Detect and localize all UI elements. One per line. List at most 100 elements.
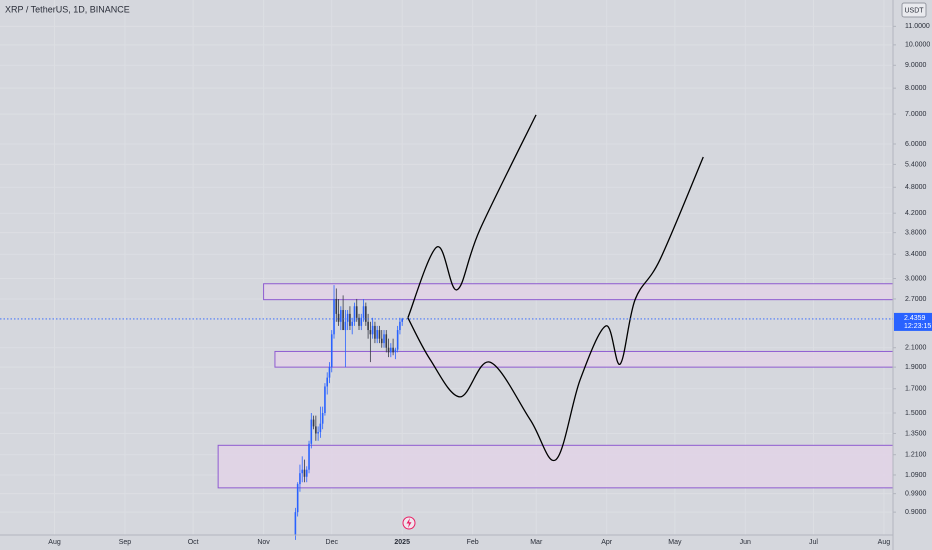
candle-body [346,313,349,322]
candle-body [371,325,374,335]
candle-body [355,306,358,318]
x-tick-label: Oct [188,539,199,546]
lightning-icon[interactable] [402,516,416,530]
candle-body [321,413,324,424]
y-tick-label: 2.7000 [905,296,927,303]
x-tick-label: Jul [809,539,818,546]
y-tick-label: 3.0000 [905,275,927,282]
chart-title: XRP / TetherUS, 1D, BINANCE [5,4,130,14]
icon-bolt [406,518,412,528]
y-tick-label: 1.7000 [905,386,927,393]
candle-body [349,313,351,326]
x-tick-label: Nov [257,539,270,546]
candle-body [396,330,399,350]
y-tick-label: 3.8000 [905,229,927,236]
y-tick-label: 1.3500 [905,430,927,437]
candle-body [315,426,317,434]
y-tick-label: 4.2000 [905,210,927,217]
y-tick-label: 7.0000 [905,111,927,118]
y-tick-label: 9.0000 [905,62,927,69]
candle-body [399,321,401,331]
candle-body [299,473,301,485]
candle-body [303,469,306,477]
candle-body [301,469,304,474]
x-tick-label: Feb [467,539,479,546]
projection-path [407,114,537,319]
drawings [407,114,704,462]
candle-body [378,330,381,339]
candle-body [333,298,335,335]
candle-body [390,347,392,353]
y-tick-label: 5.4000 [905,161,927,168]
currency-box[interactable] [901,2,927,18]
y-tick-label: 4.8000 [905,184,927,191]
candle-body [317,432,319,434]
x-tick-label: Mar [530,539,543,546]
zones [217,283,894,489]
x-tick-label: 2025 [394,539,410,546]
candles [294,285,403,540]
axes: 11.0000 10.0000 9.0000 8.0000 7.0000 6.0000 5.… [0,23,932,546]
x-tick-label: Sep [119,539,132,546]
y-tick-label: 11.0000 [905,23,930,30]
candle-body [305,469,308,477]
candle-body [367,321,369,331]
candle-body [328,367,331,378]
zone [217,444,894,489]
y-tick-label: 1.2100 [905,452,927,459]
candle-body [353,306,356,322]
candle-body [310,419,313,444]
y-tick-label: 6.0000 [905,141,927,148]
candle-body [380,338,383,344]
candle-body [394,349,397,353]
candle-body [335,298,338,314]
candle-body [344,321,347,331]
candle-body [340,310,342,322]
candle-body [294,512,297,535]
candle-body [351,321,354,326]
candle-body [342,310,344,331]
y-tick-label: 3.4000 [905,251,927,258]
y-tick-label: 0.9000 [905,509,927,516]
zone [263,283,894,301]
last-price-label: 2.4359 [904,315,926,322]
candle-body [358,317,360,326]
projection-path [407,156,704,462]
y-tick-label: 1.0900 [905,472,927,479]
y-tick-label: 8.0000 [905,85,927,92]
y-tick-label: 0.9900 [905,490,927,497]
x-tick-label: Dec [326,539,339,546]
candle-body [387,347,390,353]
candle-body [385,334,388,348]
zone [274,350,894,368]
candle-body [376,330,378,339]
x-tick-label: Jun [740,539,751,546]
y-tick-label: 1.5000 [905,410,927,417]
candle-body [365,306,367,322]
last-price-box [894,312,932,331]
y-tick-label: 10.0000 [905,42,930,49]
x-tick-label: Apr [601,539,613,546]
candle-body [401,318,403,322]
candle-body [383,334,385,344]
candle-body [324,386,326,414]
candle-body [326,377,329,387]
x-tick-label: Aug [48,539,61,546]
candle-body [330,334,333,368]
y-tick-label: 2.1000 [905,345,927,352]
x-tick-label: May [668,539,682,546]
candle-body [308,443,310,470]
x-tick-label: Aug [878,539,891,546]
candle-body [362,306,365,318]
countdown-label: 12:23:15 [904,323,931,330]
y-tick-label: 1.9000 [905,364,927,371]
candle-body [369,330,372,335]
candle-body [360,317,363,326]
candle-body [319,423,322,433]
candle-body [392,347,394,353]
currency-label: USDT [904,7,924,14]
candle-body [337,313,340,322]
candle-body [312,419,315,427]
